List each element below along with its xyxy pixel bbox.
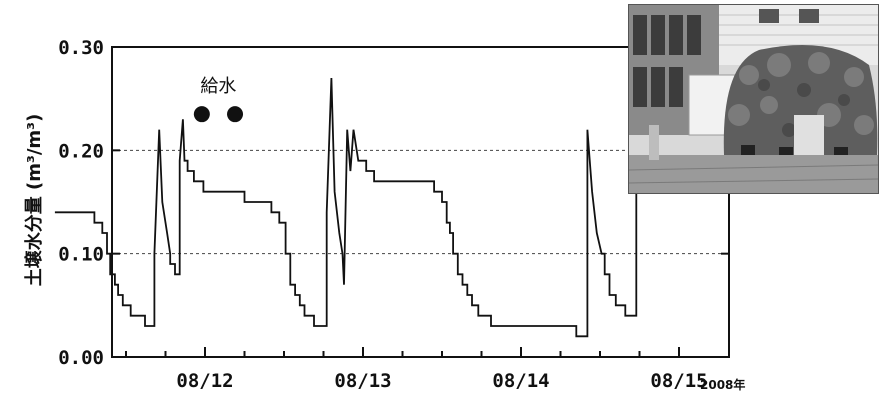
y-tick-label: 0.20 <box>58 140 104 162</box>
gridlines <box>112 149 729 255</box>
y-tick-label: 0.00 <box>58 347 104 369</box>
x-tick-label: 08/12 <box>176 370 233 392</box>
x-tick-label: 08/14 <box>492 370 549 392</box>
series-group <box>54 77 656 338</box>
watering-marker <box>193 106 210 123</box>
x-axis-ticks: 08/12 08/13 08/14 08/15 <box>125 347 708 392</box>
y-axis-label: 土壌水分量 (m³/m³) <box>23 114 45 287</box>
x-tick-label: 08/15 <box>650 370 707 392</box>
y-axis-title: 土壌水分量 (m³/m³) <box>23 114 45 287</box>
watering-annotation: 給水 <box>193 76 244 123</box>
y-axis-ticks: 0.00 0.10 0.20 0.30 <box>58 37 729 369</box>
year-label: 2008年 <box>700 377 745 392</box>
soil-moisture-line <box>54 77 656 338</box>
photo-of-green-wall-house-icon <box>629 5 878 193</box>
x-tick-label: 08/13 <box>334 370 391 392</box>
plot-frame <box>111 46 730 358</box>
y-tick-label: 0.30 <box>58 37 104 59</box>
house-photo-inset <box>628 4 879 194</box>
watering-label: 給水 <box>200 76 236 97</box>
y-tick-label: 0.10 <box>58 244 104 266</box>
watering-marker <box>227 106 244 123</box>
